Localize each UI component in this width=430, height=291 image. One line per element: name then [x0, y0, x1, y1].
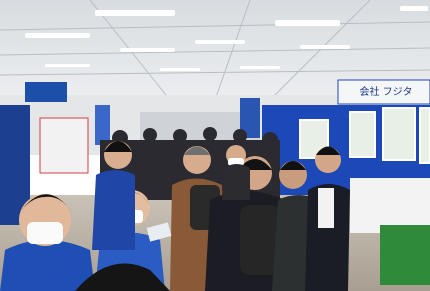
booth-sign-text: 会社 フジタ — [360, 85, 413, 98]
left-booth-banner — [95, 105, 110, 145]
green-mat — [380, 225, 430, 285]
left-booth-panel — [40, 118, 88, 173]
trade-show-photo: 会社 フジタ — [0, 0, 430, 291]
left-booth-sign — [25, 82, 67, 102]
page: 会社 フジタ — [0, 0, 430, 291]
display-table — [350, 178, 430, 233]
